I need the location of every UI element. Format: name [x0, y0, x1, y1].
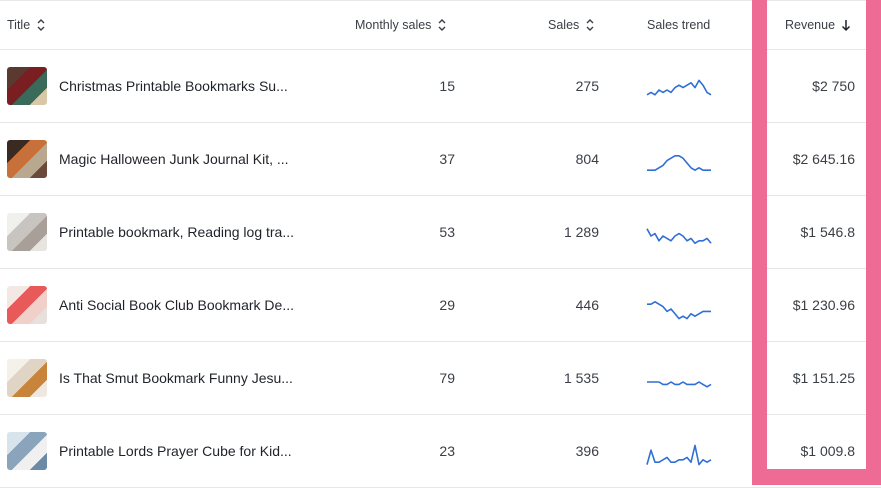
- revenue-value: $1 230.96: [792, 297, 855, 313]
- column-header-sales[interactable]: Sales: [548, 1, 595, 49]
- revenue-value: $1 009.8: [800, 443, 856, 459]
- sales-value: 804: [575, 151, 599, 167]
- product-thumbnail[interactable]: [7, 359, 47, 397]
- monthly-sales-value: 29: [439, 297, 455, 313]
- sales-trend-sparkline: [646, 444, 712, 466]
- column-header-revenue-label: Revenue: [785, 18, 836, 32]
- sales-trend-line: [647, 301, 711, 320]
- sales-trend-sparkline: [647, 155, 711, 172]
- sort-icon: [586, 19, 594, 31]
- column-header-monthly-sales[interactable]: Monthly sales: [355, 1, 447, 49]
- sales-trend-sparkline: [647, 301, 711, 320]
- sales-trend-line: [647, 381, 712, 388]
- table-row[interactable]: Is That Smut Bookmark Funny Jesu... 79 1 5…: [0, 342, 881, 415]
- column-header-sales-trend-label: Sales trend: [647, 18, 711, 32]
- monthly-sales-value: 79: [439, 370, 455, 386]
- product-thumbnail[interactable]: [7, 213, 47, 251]
- product-thumbnail[interactable]: [7, 432, 47, 470]
- table-header: Title Monthly sales Sales Sales trend: [0, 1, 881, 50]
- product-title[interactable]: Christmas Printable Bookmarks Su...: [59, 78, 288, 94]
- sales-value: 446: [575, 297, 599, 313]
- revenue-value: $1 546.8: [800, 224, 856, 240]
- column-header-revenue[interactable]: Revenue: [785, 1, 851, 49]
- column-header-title[interactable]: Title: [7, 1, 46, 49]
- product-title[interactable]: Anti Social Book Club Bookmark De...: [59, 297, 294, 313]
- top-border: [0, 0, 881, 1]
- column-header-sales-label: Sales: [548, 18, 580, 32]
- sales-value: 275: [575, 78, 599, 94]
- sales-trend-sparkline: [646, 79, 712, 96]
- product-title[interactable]: Printable Lords Prayer Cube for Kid...: [59, 443, 292, 459]
- column-header-title-label: Title: [7, 18, 31, 32]
- sort-icon: [37, 19, 45, 31]
- product-thumbnail[interactable]: [7, 286, 47, 324]
- monthly-sales-value: 23: [439, 443, 455, 459]
- product-title[interactable]: Is That Smut Bookmark Funny Jesu...: [59, 370, 293, 386]
- sales-trend-line: [646, 228, 712, 245]
- sales-value: 396: [575, 443, 599, 459]
- revenue-value: $1 151.25: [792, 370, 855, 386]
- sales-value: 1 535: [563, 370, 599, 386]
- table-row[interactable]: Magic Halloween Junk Journal Kit, ... 37 8…: [0, 123, 881, 196]
- column-header-monthly-sales-label: Monthly sales: [355, 18, 432, 32]
- sales-trend-line: [647, 155, 711, 172]
- arrow-down-icon: [842, 20, 851, 32]
- revenue-value: $2 750: [812, 78, 855, 94]
- table-row[interactable]: Anti Social Book Club Bookmark De... 29 44…: [0, 269, 881, 342]
- sort-icon: [438, 19, 446, 31]
- table-row[interactable]: Printable Lords Prayer Cube for Kid... 23…: [0, 415, 881, 488]
- sales-trend-line: [646, 444, 712, 466]
- sales-trend-sparkline: [647, 381, 712, 388]
- product-thumbnail[interactable]: [7, 140, 47, 178]
- table-row[interactable]: Printable bookmark, Reading log tra... 53…: [0, 196, 881, 269]
- monthly-sales-value: 53: [439, 224, 455, 240]
- table-row[interactable]: Christmas Printable Bookmarks Su... 15 275…: [0, 50, 881, 123]
- sales-value: 1 289: [563, 224, 599, 240]
- monthly-sales-value: 15: [439, 78, 455, 94]
- product-thumbnail[interactable]: [7, 67, 47, 105]
- product-title[interactable]: Magic Halloween Junk Journal Kit, ...: [59, 151, 289, 167]
- sales-trend-line: [646, 79, 712, 96]
- revenue-value: $2 645.16: [792, 151, 855, 167]
- column-header-sales-trend: Sales trend: [647, 1, 710, 49]
- product-title[interactable]: Printable bookmark, Reading log tra...: [59, 224, 295, 240]
- sales-trend-sparkline: [646, 228, 712, 245]
- monthly-sales-value: 37: [439, 151, 455, 167]
